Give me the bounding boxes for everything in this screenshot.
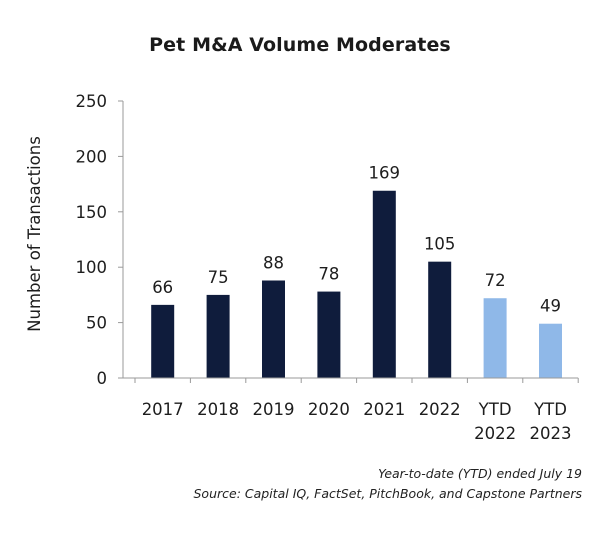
x-tick-label: 2022 [419,400,461,419]
y-tick-label: 250 [76,92,108,111]
ytd-note: Year-to-date (YTD) ended July 19 [378,466,582,481]
data-labels: 66 75 88 78 169 105 72 49 [152,164,561,316]
x-tick-label: 2018 [197,400,239,419]
chart-title: Pet M&A Volume Moderates [149,34,451,56]
x-tick-label: 2021 [363,400,405,419]
data-label: 105 [424,235,456,254]
y-tick-label: 150 [76,203,108,222]
bar [372,190,396,378]
source-note: Source: Capital IQ, FactSet, PitchBook, … [193,486,583,501]
bars [151,190,562,378]
y-tick-label: 0 [97,369,108,388]
x-tick-label: YTD [533,400,567,419]
bar [483,298,507,378]
y-tick-label: 50 [86,314,107,333]
bar [151,304,175,378]
bar [539,323,562,378]
x-tick-label: 2020 [308,400,350,419]
x-tick-label: 2019 [253,400,295,419]
y-tick-label: 200 [76,147,108,166]
data-label: 88 [263,253,284,272]
bar [262,280,285,378]
data-label: 66 [152,278,173,297]
bar [317,291,341,378]
bar [428,261,452,378]
x-tick-label: 2017 [142,400,184,419]
data-label: 75 [208,268,229,287]
y-axis: 0 50 100 150 200 250 [76,92,124,388]
x-tick-label: YTD [478,400,512,419]
bar [206,294,230,378]
x-tick-label: 2023 [530,424,572,443]
x-axis: 2017 2018 2019 2020 2021 2022 YTD 2022 YTD 2023 [123,377,579,443]
data-label: 169 [369,164,401,183]
data-label: 49 [540,297,561,316]
data-label: 72 [485,271,506,290]
data-label: 78 [318,265,339,284]
x-tick-label: 2022 [474,424,516,443]
y-axis-title: Number of Transactions [25,136,44,332]
y-tick-label: 100 [76,258,108,277]
